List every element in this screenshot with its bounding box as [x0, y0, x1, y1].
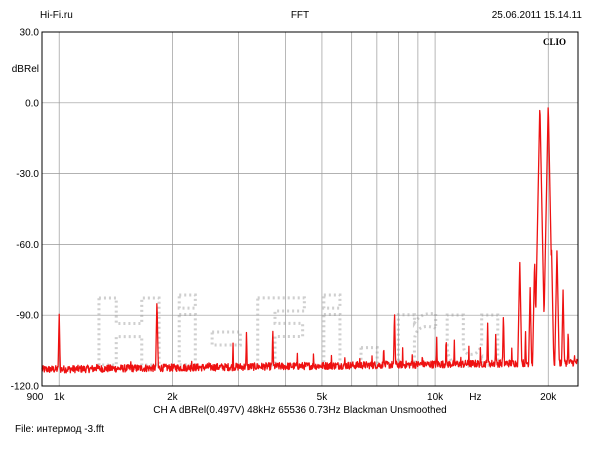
y-axis-ticks: 30.0 0.0 -30.0 -60.0 -90.0 -120.0	[11, 28, 40, 393]
header-title: FFT	[290, 10, 310, 21]
y-tick-label: -30.0	[16, 169, 39, 180]
y-tick-label: -60.0	[16, 240, 39, 251]
x-tick-label: Hz	[469, 392, 481, 403]
header-left-text: Hi-Fi.ru	[40, 10, 73, 21]
y-tick-label: -120.0	[11, 382, 40, 393]
watermark: Hi-Fi.ru	[89, 279, 510, 389]
x-tick-label: 1k	[54, 392, 66, 403]
clio-brand: CLIO	[543, 37, 566, 47]
y-axis-label: dBRel	[12, 64, 39, 75]
watermark-logo: Hi-Fi.ru	[91, 280, 510, 387]
chart-grid	[42, 32, 578, 386]
x-tick-label: 900	[27, 392, 44, 403]
file-name: File: интермод -3.fft	[15, 424, 105, 435]
fft-trace-line	[41, 107, 579, 374]
y-tick-label: 30.0	[20, 28, 40, 39]
chart-series	[41, 107, 579, 374]
x-tick-label: 10k	[427, 392, 444, 403]
x-tick-label: 20k	[540, 392, 557, 403]
header-timestamp: 25.06.2011 15.14.11	[491, 10, 582, 21]
x-tick-label: 2k	[167, 392, 179, 403]
x-axis-ticks: 900 1k 2k 5k 10k Hz 20k	[27, 392, 558, 403]
measurement-info: CH A dBRel(0.497V) 48kHz 65536 0.73Hz Bl…	[153, 405, 447, 416]
y-tick-label: 0.0	[25, 98, 39, 109]
plot-frame	[41, 31, 579, 387]
x-tick-label: 5k	[317, 392, 329, 403]
y-tick-label: -90.0	[16, 311, 39, 322]
